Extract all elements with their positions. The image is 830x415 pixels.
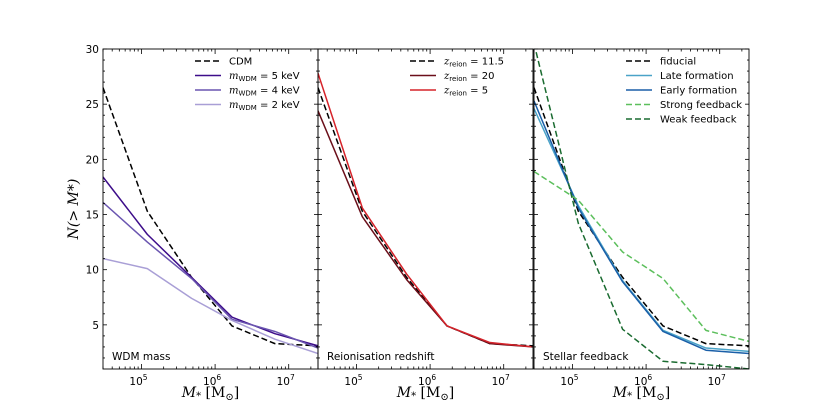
x-tick-label: 107	[708, 373, 726, 388]
legend-entry: zreion = 11.5	[443, 57, 504, 69]
y-tick-label: 30	[86, 44, 99, 56]
x-tick-label: 107	[492, 373, 510, 388]
panel-label: Stellar feedback	[543, 351, 629, 363]
legend-entry: Strong feedback	[660, 100, 742, 111]
y-tick-label: 5	[92, 320, 99, 332]
panel-frame	[533, 48, 750, 370]
series-line-1-3	[103, 201, 318, 349]
legend-entry: mWDM = 5 keV	[229, 71, 300, 83]
panel-frame	[102, 48, 319, 370]
legend-entry: mWDM = 4 keV	[229, 86, 300, 98]
panel-1-series	[103, 87, 318, 355]
legend-entry: Weak feedback	[660, 115, 737, 126]
series-line-1-4	[103, 257, 318, 355]
x-tick-label: 106	[203, 373, 221, 388]
series-line-1-2	[103, 176, 318, 347]
panel-3-series	[534, 49, 749, 369]
y-tick-label: 15	[86, 210, 99, 222]
series-line-2-3	[318, 73, 533, 348]
panel-label: WDM mass	[112, 351, 170, 363]
series-line-2-1	[318, 87, 533, 347]
legend-entry: zreion = 5	[443, 86, 488, 98]
legend-entry: mWDM = 2 keV	[229, 100, 300, 112]
panel-2-series	[318, 73, 533, 348]
legend-panel-2: zreion = 11.5 zreion = 20 zreion = 5	[410, 57, 504, 98]
x-axis-label: M* [M⊙]	[181, 385, 239, 403]
legend-entry: fiducial	[660, 57, 696, 68]
x-tick-label: 106	[634, 373, 652, 388]
x-tick-label: 107	[277, 373, 295, 388]
y-tick-label: 10	[86, 265, 99, 277]
panel-3: 105 106 107 M* [M⊙] Stellar feedback fiducial…	[533, 48, 750, 403]
legend-entry: zreion = 20	[443, 71, 494, 83]
series-line-3-1	[534, 87, 749, 347]
panel-frame	[317, 48, 534, 370]
series-line-1-1	[103, 87, 318, 347]
y-axis-label: N(> M*)	[66, 179, 82, 241]
legend-panel-3: fiducial Late formation Early formation Str…	[626, 57, 742, 126]
legend-entry: CDM	[229, 57, 252, 68]
y-tick-label: 20	[86, 154, 99, 166]
series-line-3-4	[534, 170, 749, 343]
series-line-3-3	[534, 100, 749, 355]
legend-panel-1: CDM mWDM = 5 keV mWDM = 4 keV mWDM = 2 keV	[195, 57, 300, 112]
panel-1: 105 106 107 M* [M⊙] WDM mass CDM mWDM = 5 keV m…	[102, 48, 319, 403]
legend-entry: Late formation	[660, 71, 734, 82]
x-tick-label: 105	[129, 373, 147, 388]
panel-label: Reionisation redshift	[327, 351, 434, 363]
x-tick-label: 106	[418, 373, 436, 388]
y-tick-label: 25	[86, 99, 99, 111]
series-line-3-5	[534, 49, 749, 369]
x-axis-label: M* [M⊙]	[396, 385, 454, 403]
x-tick-label: 105	[560, 373, 578, 388]
series-line-2-2	[318, 110, 533, 348]
series-line-3-2	[534, 108, 749, 353]
panel-2: 105 106 107 M* [M⊙] Reionisation redshift zre…	[317, 48, 534, 403]
x-tick-label: 105	[344, 373, 362, 388]
x-axis-label: M* [M⊙]	[612, 385, 670, 403]
legend-entry: Early formation	[660, 86, 737, 97]
